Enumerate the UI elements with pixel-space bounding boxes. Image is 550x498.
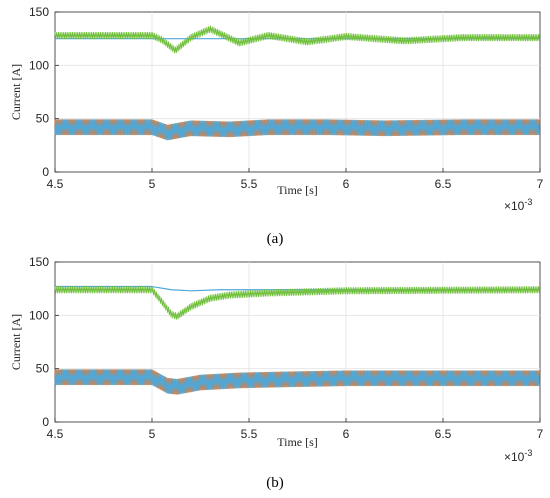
series-group-b	[54, 285, 540, 395]
caption-a: (a)	[267, 231, 284, 247]
series-line-total	[54, 25, 540, 54]
caption-b: (b)	[266, 475, 284, 491]
x-tick-label: 6.5	[435, 427, 452, 441]
x-tick-label: 6.5	[435, 177, 452, 191]
series-group-a	[54, 25, 540, 141]
x-exponent-b: ×10-3	[504, 448, 532, 464]
x-tick-label: 5.5	[241, 177, 258, 191]
y-tick-label: 0	[42, 415, 49, 429]
chart-panel-b: 4.5 5 5.5 6 6.5 7 0 50 100 150 Time [s] Current […	[9, 255, 544, 491]
x-tick-label: 5	[149, 427, 156, 441]
series-line-phase-2	[54, 369, 540, 395]
ticks-a: 4.5 5 5.5 6 6.5 7 0 50 100 150	[29, 5, 544, 191]
x-tick-label: 6	[343, 177, 350, 191]
series-line-phase-2	[54, 119, 540, 141]
y-tick-label: 150	[29, 255, 49, 269]
x-tick-label: 4.5	[47, 427, 64, 441]
x-tick-label: 7	[537, 427, 544, 441]
y-tick-label: 100	[29, 308, 49, 322]
y-tick-label: 150	[29, 5, 49, 19]
y-tick-label: 50	[36, 112, 50, 126]
x-tick-label: 7	[537, 177, 544, 191]
x-tick-label: 5.5	[241, 427, 258, 441]
ticks-b: 4.5 5 5.5 6 6.5 7 0 50 100 150	[29, 255, 544, 441]
x-axis-label-b: Time [s]	[277, 435, 318, 449]
y-axis-label-a: Current [A]	[9, 64, 23, 120]
y-tick-label: 100	[29, 58, 49, 72]
series-line-total	[54, 286, 540, 320]
y-axis-label-b: Current [A]	[9, 314, 23, 370]
x-tick-label: 5	[149, 177, 156, 191]
x-tick-label: 4.5	[47, 177, 64, 191]
y-tick-label: 50	[36, 362, 50, 376]
x-axis-label-a: Time [s]	[277, 183, 318, 197]
x-exponent-a: ×10-3	[504, 197, 532, 213]
chart-panel-a: 4.5 5 5.5 6 6.5 7 0 50 100 150 Time [s] Current […	[9, 5, 544, 247]
y-tick-label: 0	[42, 165, 49, 179]
x-tick-label: 6	[343, 427, 350, 441]
